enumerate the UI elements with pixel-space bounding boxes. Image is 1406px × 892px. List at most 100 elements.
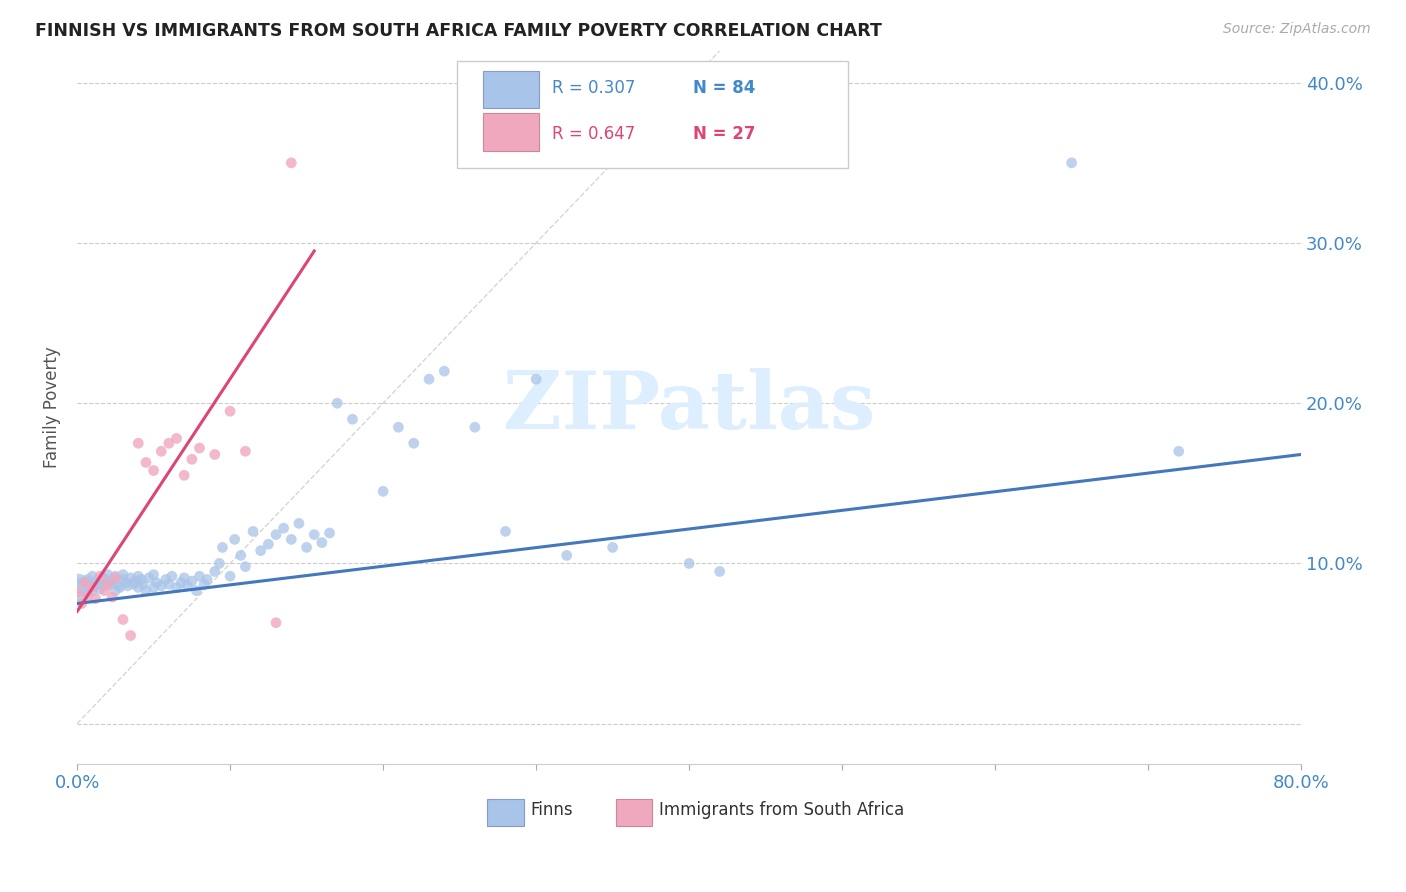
Point [82,581,104,595]
Point [86,574,108,588]
Point [524,372,547,386]
Point [73,585,96,599]
Point [326,396,349,410]
Point [173,571,195,585]
Point [387,420,409,434]
FancyBboxPatch shape [484,113,538,151]
Point [204,447,226,461]
Point [342,412,364,426]
Text: Finns: Finns [530,801,572,819]
Point [555,549,578,563]
Point [157,577,180,591]
Point [211,541,233,555]
Point [1167,444,1189,458]
Point [288,516,311,531]
FancyBboxPatch shape [457,62,848,169]
Point [111,567,134,582]
Point [66,585,89,599]
Point [82,569,104,583]
Point [602,541,624,555]
Point [82,583,104,598]
Point [678,557,700,571]
Point [115,575,138,590]
Point [131,573,153,587]
Point [166,581,188,595]
Point [219,404,242,418]
Point [89,569,111,583]
Point [142,463,165,477]
Text: ZIPatlas: ZIPatlas [503,368,876,446]
Point [188,441,211,455]
Point [84,579,107,593]
Point [229,549,252,563]
Point [122,577,145,591]
Point [111,613,134,627]
Point [111,573,134,587]
Point [208,557,231,571]
Point [264,615,287,630]
Point [127,569,149,583]
Point [145,575,167,590]
Point [142,567,165,582]
Point [138,571,160,585]
Text: Source: ZipAtlas.com: Source: ZipAtlas.com [1223,22,1371,37]
Point [249,543,271,558]
FancyBboxPatch shape [484,70,538,108]
Point [257,537,280,551]
Point [124,574,146,588]
Point [97,577,120,591]
FancyBboxPatch shape [486,798,524,826]
Point [76,573,98,587]
Point [104,571,127,585]
Point [173,468,195,483]
Point [273,521,295,535]
Point [66,581,89,595]
Point [132,577,155,591]
Point [135,583,157,598]
Point [166,432,188,446]
Point [235,444,257,458]
Point [495,524,517,539]
Point [120,628,142,642]
Point [135,455,157,469]
Point [150,444,173,458]
Point [180,574,202,588]
FancyBboxPatch shape [616,798,652,826]
Point [142,581,165,595]
Point [418,372,440,386]
Text: Immigrants from South Africa: Immigrants from South Africa [658,801,904,819]
Point [89,582,111,596]
Point [188,569,211,583]
Point [204,565,226,579]
Text: R = 0.647: R = 0.647 [553,125,636,143]
Point [93,583,115,598]
Point [1060,156,1083,170]
Point [433,364,456,378]
Point [101,573,124,587]
Point [150,579,173,593]
Text: FINNISH VS IMMIGRANTS FROM SOUTH AFRICA FAMILY POVERTY CORRELATION CHART: FINNISH VS IMMIGRANTS FROM SOUTH AFRICA … [35,22,882,40]
Point [180,452,202,467]
Point [108,581,131,595]
Point [101,590,124,604]
Point [127,581,149,595]
Point [160,569,183,583]
Point [280,156,302,170]
Point [224,533,246,547]
Point [104,569,127,583]
Point [311,535,333,549]
Y-axis label: Family Poverty: Family Poverty [44,346,60,468]
Point [264,527,287,541]
Point [84,591,107,606]
Point [97,575,120,590]
Point [127,436,149,450]
Point [170,575,193,590]
Point [280,533,302,547]
Point [155,573,177,587]
Text: N = 84: N = 84 [693,79,755,97]
Point [93,579,115,593]
Point [295,541,318,555]
Point [100,577,122,591]
Point [195,573,218,587]
Point [371,484,394,499]
